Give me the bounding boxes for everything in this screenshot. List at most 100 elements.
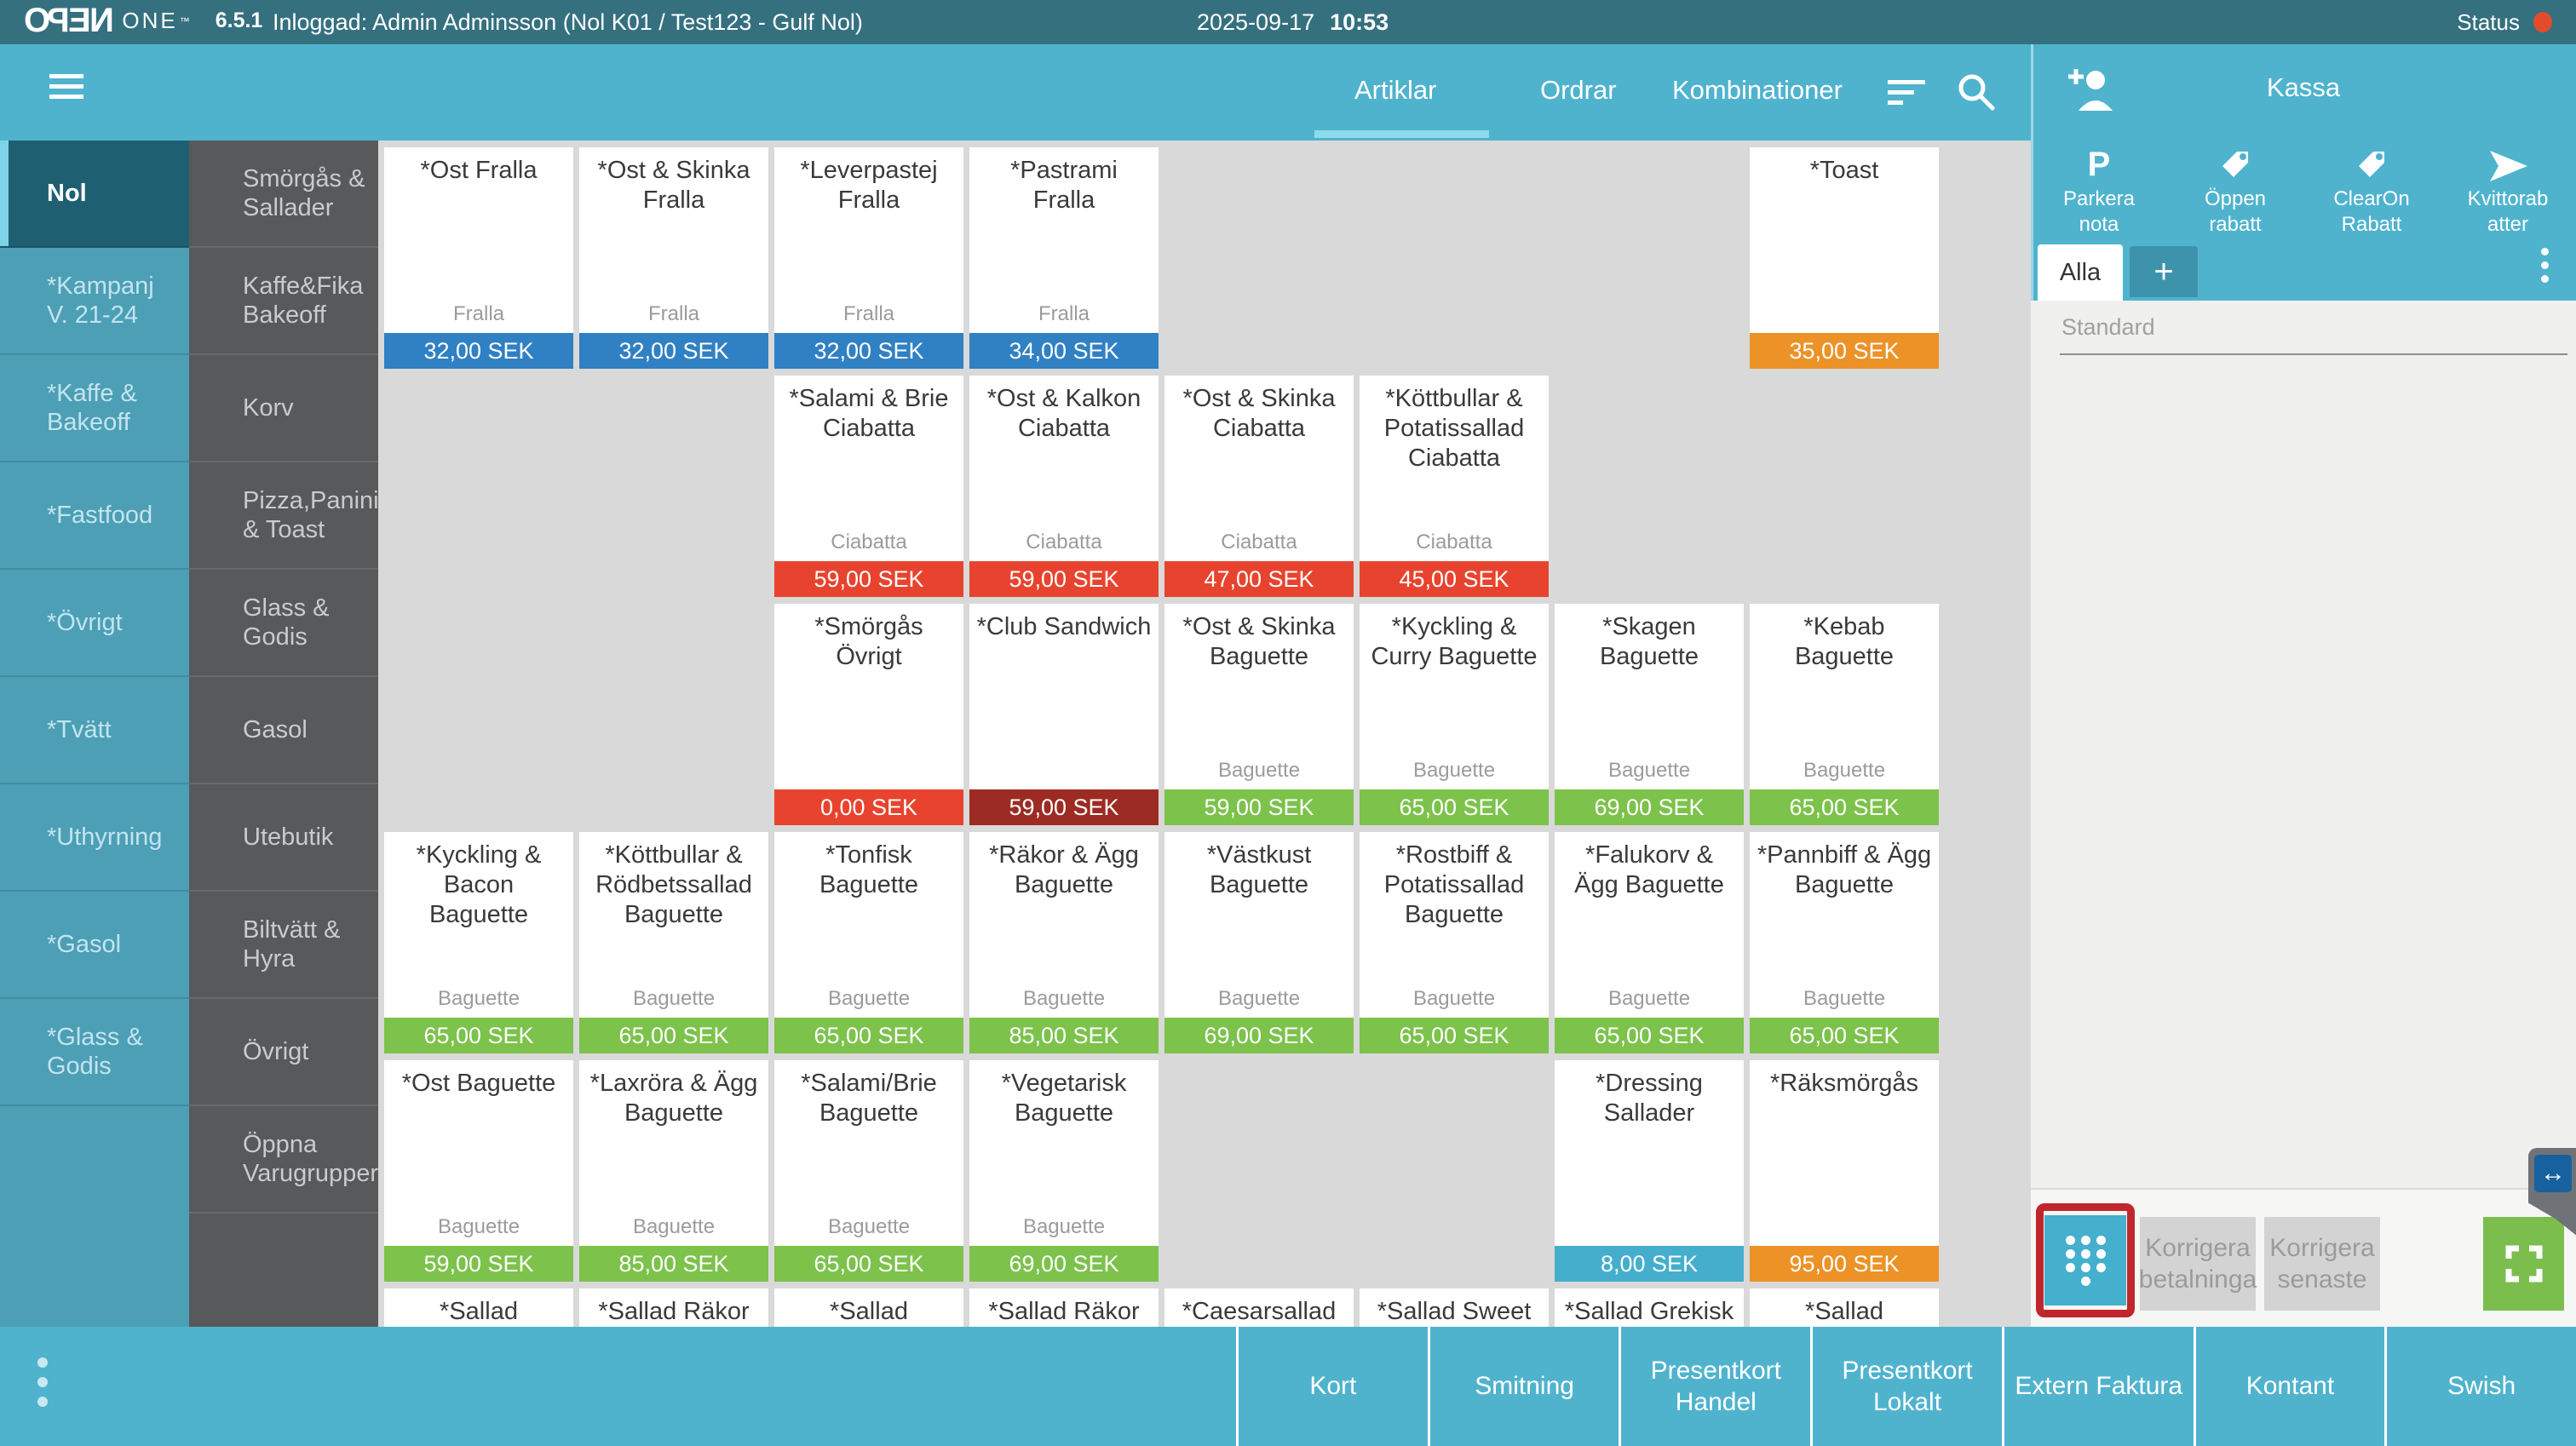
main-category-kampanj[interactable]: *Kampanj V. 21-24: [0, 248, 189, 355]
tab-ordrar[interactable]: Ordrar: [1540, 75, 1617, 105]
product-title: *Ost Fralla: [420, 157, 538, 184]
product-card[interactable]: *Ost Fralla Fralla 32,00 SEK: [384, 147, 573, 369]
product-card[interactable]: *Kebab Baguette Baguette 65,00 SEK: [1750, 604, 1939, 825]
product-card[interactable]: *Dressing Sallader 8,00 SEK: [1555, 1060, 1744, 1282]
clearon-discount-button[interactable]: ClearOn Rabatt: [2303, 144, 2440, 238]
sub-category-oppna-varugrupper[interactable]: Öppna Varugrupper: [189, 1106, 378, 1214]
sub-category-korv[interactable]: Korv: [189, 355, 378, 462]
product-card[interactable]: *Sallad Grekisk: [1555, 1288, 1744, 1327]
product-subtitle: Baguette: [1217, 987, 1301, 1010]
sidebar-main-categories: Nol *Kampanj V. 21-24 *Kaffe & Bakeoff *…: [0, 141, 189, 1327]
product-title: *Sallad Grekisk: [1564, 1298, 1734, 1325]
park-receipt-button[interactable]: P Parkera nota: [2031, 144, 2167, 238]
sub-category-glass-godis[interactable]: Glass & Godis: [189, 570, 378, 677]
sub-category-utebutik[interactable]: Utebutik: [189, 784, 378, 892]
product-card[interactable]: *Sallad: [774, 1288, 963, 1327]
main-category-fastfood[interactable]: *Fastfood: [0, 462, 189, 570]
product-card[interactable]: *Falukorv & Ägg Baguette Baguette 65,00 SE…: [1555, 832, 1744, 1053]
product-card[interactable]: *Sallad Räkor: [969, 1288, 1159, 1327]
product-card[interactable]: *Ost & Skinka Fralla Fralla 32,00 SEK: [579, 147, 768, 369]
sub-category-smorgas-sallader[interactable]: Smörgås & Sallader: [189, 141, 378, 248]
product-card[interactable]: *Sallad Räkor: [579, 1288, 768, 1327]
product-subtitle: Baguette: [1803, 759, 1886, 782]
menu-icon[interactable]: [49, 74, 83, 105]
tab-artiklar[interactable]: Artiklar: [1354, 75, 1437, 105]
product-card[interactable]: *Köttbullar & Potatissallad Ciabatta Ciab…: [1360, 376, 1549, 597]
receipt-discount-button[interactable]: Kvittorab atter: [2440, 144, 2576, 238]
sub-category-ovrigt[interactable]: Övrigt: [189, 999, 378, 1106]
cart-menu-icon[interactable]: [2541, 248, 2549, 289]
bottom-menu-icon[interactable]: [37, 1357, 48, 1416]
main-category-ovrigt[interactable]: *Övrigt: [0, 570, 189, 677]
product-card[interactable]: *Västkust Baguette Baguette 69,00 SEK: [1164, 832, 1354, 1053]
main-category-tvatt[interactable]: *Tvätt: [0, 677, 189, 784]
product-title: *Kebab Baguette: [1794, 613, 1895, 670]
sub-category-gasol[interactable]: Gasol: [189, 677, 378, 784]
product-card[interactable]: *Pastrami Fralla Fralla 34,00 SEK: [969, 147, 1159, 369]
payment-smitning-button[interactable]: Smitning: [1427, 1327, 1619, 1446]
correct-last-button[interactable]: Korrigera senaste: [2264, 1217, 2380, 1311]
product-card[interactable]: *Räksmörgås 95,00 SEK: [1750, 1060, 1939, 1282]
product-card[interactable]: *Smörgås Övrigt 0,00 SEK: [774, 604, 963, 825]
payment-presentkort-lokalt-button[interactable]: Presentkort Lokalt: [1810, 1327, 2002, 1446]
product-card[interactable]: *Ost & Kalkon Ciabatta Ciabatta 59,00 SEK: [969, 376, 1159, 597]
main-category-gasol[interactable]: *Gasol: [0, 892, 189, 999]
product-price: 0,00 SEK: [774, 789, 963, 825]
add-customer-icon[interactable]: [2065, 66, 2116, 115]
product-card[interactable]: *Rostbiff & Potatissallad Baguette Baguet…: [1360, 832, 1549, 1053]
product-card[interactable]: *Ost Baguette Baguette 59,00 SEK: [384, 1060, 573, 1282]
payment-swish-button[interactable]: Swish: [2384, 1327, 2576, 1446]
product-card[interactable]: *Räkor & Ägg Baguette Baguette 85,00 SEK: [969, 832, 1159, 1053]
main-category-glass-godis[interactable]: *Glass & Godis: [0, 999, 189, 1106]
sort-icon[interactable]: [1888, 80, 1925, 111]
product-card[interactable]: *Club Sandwich 59,00 SEK: [969, 604, 1159, 825]
cart-tab-add-button[interactable]: +: [2130, 246, 2198, 297]
main-category-nol[interactable]: Nol: [0, 141, 189, 248]
product-card[interactable]: *Tonfisk Baguette Baguette 65,00 SEK: [774, 832, 963, 1053]
product-card[interactable]: *Pannbiff & Ägg Baguette Baguette 65,00 SE…: [1750, 832, 1939, 1053]
product-card[interactable]: *Ost & Skinka Ciabatta Ciabatta 47,00 SEK: [1164, 376, 1354, 597]
sub-category-biltvatt-hyra[interactable]: Biltvätt & Hyra: [189, 892, 378, 999]
product-card[interactable]: *Sallad: [384, 1288, 573, 1327]
status-indicator[interactable]: Status: [2457, 0, 2552, 44]
product-card[interactable]: *Salami/Brie Baguette Baguette 65,00 SEK: [774, 1060, 963, 1282]
payment-presentkort-handel-button[interactable]: Presentkort Handel: [1619, 1327, 1810, 1446]
product-card[interactable]: *Sallad: [1750, 1288, 1939, 1327]
product-card[interactable]: *Salami & Brie Ciabatta Ciabatta 59,00 SEK: [774, 376, 963, 597]
product-card[interactable]: *Laxröra & Ägg Baguette Baguette 85,00 SEK: [579, 1060, 768, 1282]
payment-kort-button[interactable]: Kort: [1236, 1327, 1428, 1446]
product-title: *Laxröra & Ägg Baguette: [589, 1070, 758, 1127]
product-title: *Sallad: [830, 1298, 908, 1325]
product-card[interactable]: *Kyckling & Curry Baguette Baguette 65,00 …: [1360, 604, 1549, 825]
product-title: *Ost & Kalkon Ciabatta: [986, 385, 1141, 442]
product-price: 69,00 SEK: [1164, 1018, 1354, 1053]
product-card[interactable]: *Toast 35,00 SEK: [1750, 147, 1939, 369]
product-card[interactable]: *Vegetarisk Baguette Baguette 69,00 SEK: [969, 1060, 1159, 1282]
cart-tab-alla[interactable]: Alla: [2038, 244, 2123, 301]
keypad-button[interactable]: [2044, 1215, 2126, 1305]
product-price: 59,00 SEK: [1164, 789, 1354, 825]
fullscreen-button[interactable]: [2483, 1217, 2564, 1311]
product-subtitle: Baguette: [827, 1215, 911, 1238]
sub-category-kaffe-fika[interactable]: Kaffe&Fika Bakeoff: [189, 248, 378, 355]
payment-extern-faktura-button[interactable]: Extern Faktura: [2001, 1327, 2194, 1446]
product-card[interactable]: *Sallad Sweet: [1360, 1288, 1549, 1327]
product-card[interactable]: *Ost & Skinka Baguette Baguette 59,00 SEK: [1164, 604, 1354, 825]
product-card[interactable]: *Leverpastej Fralla Fralla 32,00 SEK: [774, 147, 963, 369]
product-price: 35,00 SEK: [1750, 333, 1939, 369]
main-category-uthyrning[interactable]: *Uthyrning: [0, 784, 189, 892]
main-category-kaffe-bakeoff[interactable]: *Kaffe & Bakeoff: [0, 355, 189, 462]
park-icon: P: [2087, 146, 2111, 183]
product-card[interactable]: *Köttbullar & Rödbetssallad Baguette Bagu…: [579, 832, 768, 1053]
tab-kombinationer[interactable]: Kombinationer: [1672, 75, 1843, 105]
correct-payment-button[interactable]: Korrigera betalninga: [2139, 1217, 2257, 1311]
payment-kontant-button[interactable]: Kontant: [2193, 1327, 2385, 1446]
open-discount-button[interactable]: Öppen rabatt: [2167, 144, 2303, 238]
search-icon[interactable]: [1956, 72, 1997, 117]
product-card[interactable]: *Kyckling & Bacon Baguette Baguette 65,00 …: [384, 832, 573, 1053]
product-title: *Räksmörgås: [1769, 1070, 1919, 1097]
product-card[interactable]: *Skagen Baguette Baguette 69,00 SEK: [1555, 604, 1744, 825]
product-card[interactable]: *Caesarsallad: [1164, 1288, 1354, 1327]
sub-category-pizza-panini-toast[interactable]: Pizza,Panini & Toast: [189, 462, 379, 570]
tag-icon: [2167, 144, 2303, 181]
